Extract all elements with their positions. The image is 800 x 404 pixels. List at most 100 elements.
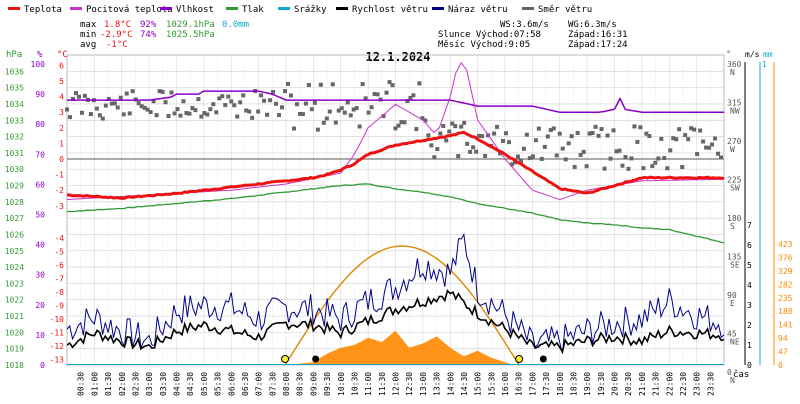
wind-direction-point xyxy=(608,156,613,161)
tick-label-direction: E xyxy=(730,299,735,308)
wind-direction-point xyxy=(369,105,374,110)
tick-label-humidity: 90 xyxy=(35,90,45,99)
wind-direction-point xyxy=(677,127,682,132)
tick-label-wind: 7 xyxy=(747,221,752,230)
wind-direction-point xyxy=(208,107,213,112)
wind-direction-point xyxy=(336,108,341,113)
tick-label-direction: 45 xyxy=(727,330,737,339)
tick-label-time: 20:30 xyxy=(624,372,633,396)
tick-label-pressure: 1032 xyxy=(5,133,24,142)
tick-label-humidity: 30 xyxy=(35,271,45,280)
wind-direction-point xyxy=(387,80,392,85)
tick-label-wind: 2 xyxy=(747,321,752,330)
wind-direction-point xyxy=(312,100,317,105)
wind-direction-point xyxy=(172,111,177,116)
wind-direction-point xyxy=(163,100,168,105)
tick-label-temp: 5 xyxy=(59,77,64,86)
wind-direction-point xyxy=(100,116,105,121)
wind-direction-point xyxy=(575,130,580,135)
wind-direction-point xyxy=(629,156,634,161)
wind-ws: WS:3.6m/s xyxy=(500,20,549,30)
wind-direction-point xyxy=(109,101,114,106)
wind-direction-point xyxy=(169,90,174,95)
wind-direction-point xyxy=(184,110,189,115)
wind-direction-point xyxy=(196,97,201,102)
legend-swatch xyxy=(522,7,534,10)
wind-direction-point xyxy=(393,126,398,131)
wind-direction-point xyxy=(247,109,252,114)
wind-direction-point xyxy=(441,123,446,128)
wind-direction-point xyxy=(112,101,117,106)
legend-label: Pocitová teplota xyxy=(86,5,173,15)
wind-direction-point xyxy=(390,83,395,88)
wind-direction-point xyxy=(701,139,706,144)
wind-direction-point xyxy=(136,101,141,106)
wind-direction-point xyxy=(88,112,93,117)
legend: Teplota Pocitová teplota Vlhkost Tlak Srážky… xyxy=(8,5,592,15)
tick-label-time: 14:00 xyxy=(446,372,455,396)
wind-direction-point xyxy=(501,138,506,143)
tick-label-time: 10:00 xyxy=(337,372,346,396)
unit-degc: °C xyxy=(57,50,68,60)
wind-direction-point xyxy=(704,145,709,150)
wind-direction-point xyxy=(623,155,628,160)
stat-max-press: 1029.1hPa xyxy=(166,20,215,30)
wind-direction-point xyxy=(617,148,622,153)
wind-direction-point xyxy=(151,99,156,104)
tick-label-direction: N xyxy=(730,376,735,385)
wind-direction-point xyxy=(536,126,541,131)
tick-label-time: 12:30 xyxy=(405,372,414,396)
tick-label-temp: -13 xyxy=(50,356,65,365)
tick-label-humidity: 20 xyxy=(35,301,45,310)
wind-direction-point xyxy=(542,144,547,149)
wind-direction-point xyxy=(581,149,586,154)
wind-direction-point xyxy=(190,106,195,111)
tick-label-direction: 225 xyxy=(727,176,742,185)
wind-direction-point xyxy=(554,153,559,158)
tick-label-time: 15:30 xyxy=(487,372,496,396)
tick-label-time: 20:00 xyxy=(611,372,620,396)
tick-label-time: 10:30 xyxy=(350,372,359,396)
wind-direction-point xyxy=(647,134,652,139)
x-axis: 00:30 01:00 01:30 02:00 02:30 03:00 03:30 04:00… xyxy=(77,372,716,396)
wind-direction-point xyxy=(420,116,425,121)
tick-label-pressure: 1035 xyxy=(5,84,24,93)
wind-direction-point xyxy=(533,138,538,143)
wind-direction-point xyxy=(285,81,290,86)
wind-direction-point xyxy=(166,113,171,118)
tick-label-pressure: 1025 xyxy=(5,247,24,256)
sun-rise: Slunce Východ:07:58 xyxy=(438,30,541,40)
wind-direction-point xyxy=(411,93,416,98)
tick-label-humidity: 60 xyxy=(35,180,45,189)
sun-moon-markers xyxy=(281,355,547,363)
wind-direction-point xyxy=(142,105,147,110)
tick-label-time: 23:30 xyxy=(706,372,715,396)
tick-label-temp: -10 xyxy=(50,315,65,324)
wind-direction-point xyxy=(665,166,670,171)
wind-direction-point xyxy=(97,113,102,118)
wind-direction-point xyxy=(614,149,619,154)
tick-label-rain: 1 xyxy=(762,60,767,69)
wind-direction-point xyxy=(414,127,419,132)
wind-direction-point xyxy=(512,160,517,165)
tick-label-temp: -6 xyxy=(54,261,64,270)
wind-direction-point xyxy=(632,124,637,129)
wind-direction-point xyxy=(318,82,323,87)
tick-label-solar: 423 xyxy=(778,240,793,249)
wind-direction-point xyxy=(587,131,592,136)
legend-label: Vlhkost xyxy=(176,5,214,15)
wind-direction-point xyxy=(199,114,204,119)
tick-label-solar: 47 xyxy=(778,348,788,357)
tick-label-wind: 0 xyxy=(747,361,752,370)
wind-direction-point xyxy=(259,93,264,98)
wind-direction-point xyxy=(268,98,273,103)
tick-label-humidity: 40 xyxy=(35,241,45,250)
tick-label-time: 02:30 xyxy=(131,372,140,396)
wind-direction-point xyxy=(453,124,458,129)
tick-label-time: 16:00 xyxy=(501,372,510,396)
wind-direction-point xyxy=(118,95,123,100)
wind-direction-point xyxy=(605,133,610,138)
stat-min-hum: 74% xyxy=(140,30,157,40)
wind-direction-point xyxy=(139,104,144,109)
wind-direction-point xyxy=(498,151,503,156)
